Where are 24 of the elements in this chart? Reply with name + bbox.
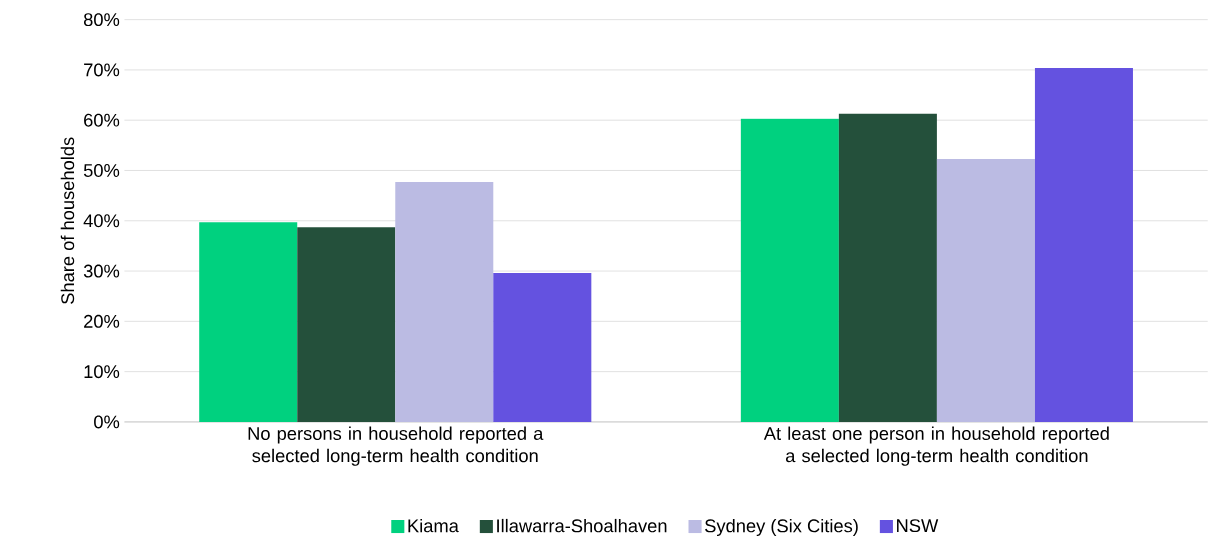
y-tick-label: 20% xyxy=(84,315,120,329)
y-tick-label: 10% xyxy=(84,365,120,379)
bar xyxy=(493,273,592,423)
bar xyxy=(838,113,937,423)
y-tick-label: 40% xyxy=(83,214,120,228)
bar xyxy=(936,159,1035,423)
y-tick-label: 50% xyxy=(83,164,120,178)
legend-label: NSW xyxy=(897,519,939,533)
y-tick-label: 60% xyxy=(84,113,120,127)
bar xyxy=(199,222,298,423)
bar xyxy=(297,227,396,423)
y-tick-label: 30% xyxy=(83,264,120,278)
x-tick-label: At least one person in household reported a selected long-term health condition xyxy=(763,426,1109,467)
y-tick-label: 70% xyxy=(84,63,120,77)
bar xyxy=(1034,68,1133,423)
legend-label: Illawarra-Shoalhaven xyxy=(497,519,667,533)
y-tick-label: 0% xyxy=(94,415,120,429)
legend-label: Kiama xyxy=(408,519,459,533)
y-tick-label: 80% xyxy=(83,13,120,27)
x-tick-label: No persons in household reported a selected long-term health condition xyxy=(248,426,544,467)
legend-label: Sydney (Six Cities) xyxy=(705,519,858,537)
bar xyxy=(740,118,839,423)
y-axis-title: Share of households xyxy=(60,137,75,305)
bar xyxy=(395,182,494,423)
